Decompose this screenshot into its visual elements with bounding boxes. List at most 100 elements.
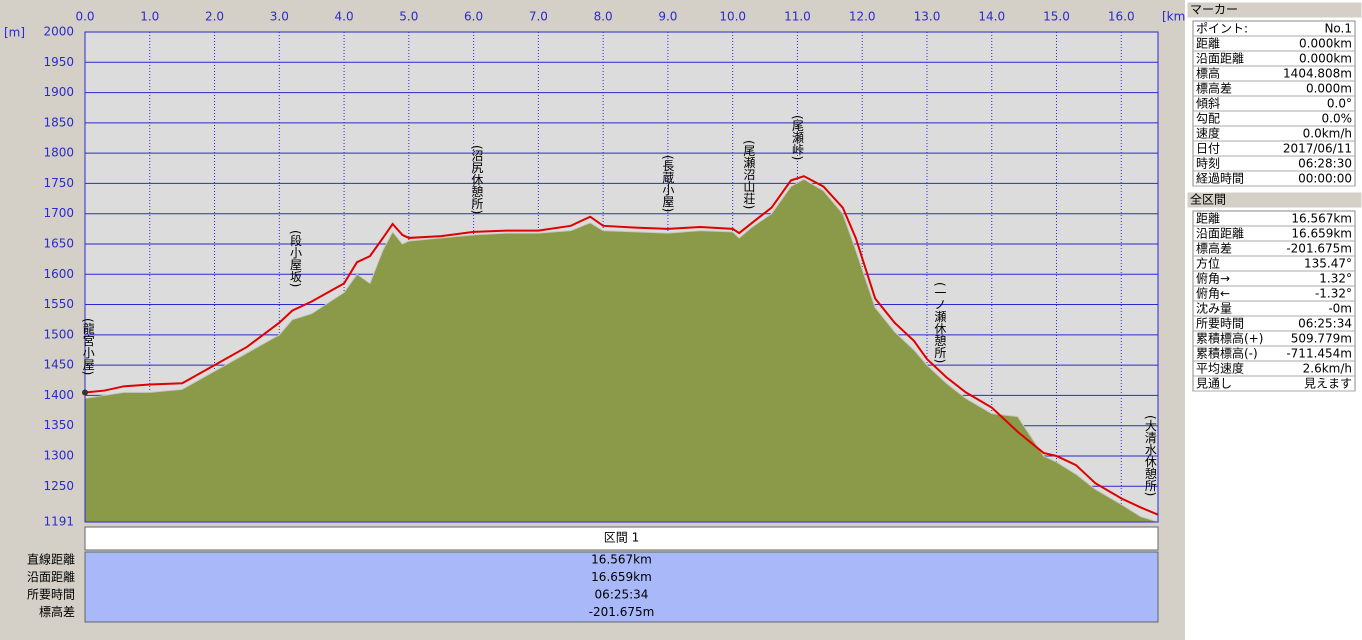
panel-value: 2017/06/11 <box>1283 142 1352 156</box>
terrain-area <box>84 178 1159 523</box>
y-tick-label: 1350 <box>43 418 74 432</box>
panel-label: ポイント: <box>1196 22 1248 36</box>
y-tick-label: 1650 <box>43 236 74 250</box>
x-unit: [km] <box>1162 10 1190 24</box>
panel-label: 標高差 <box>1196 241 1232 256</box>
annotation: (一ノ瀬休憩所) <box>933 282 947 363</box>
y-unit: [m] <box>4 26 25 40</box>
x-tick-label: 16.0 <box>1108 10 1135 24</box>
x-tick-label: 10.0 <box>719 10 746 24</box>
x-tick-label: 0.0 <box>75 10 94 24</box>
annotation: (尾瀬峠) <box>790 115 804 160</box>
y-tick-label: 1300 <box>43 448 74 462</box>
route-line <box>84 175 1159 516</box>
x-tick-label: 8.0 <box>594 10 613 24</box>
panel-value: -711.454m <box>1286 347 1352 361</box>
panel-value: -201.675m <box>1286 242 1352 256</box>
x-tick-label: 13.0 <box>914 10 941 24</box>
panel-title: マーカー <box>1190 3 1238 17</box>
x-tick-label: 1.0 <box>140 10 159 24</box>
panel-value: 0.0km/h <box>1303 127 1352 141</box>
panel-value: 0.0% <box>1322 112 1353 126</box>
panel-label: 距離 <box>1196 212 1220 226</box>
section-value: 16.659km <box>591 570 652 584</box>
y-tick-label: 1950 <box>43 55 74 69</box>
panel-value: 2.6km/h <box>1303 362 1352 376</box>
panel-label: 勾配 <box>1196 112 1220 126</box>
section-label: 標高差 <box>39 604 75 619</box>
panel-value: 509.779m <box>1291 332 1352 346</box>
panel-label: 標高差 <box>1196 81 1232 96</box>
section-label: 沿面距離 <box>27 570 75 584</box>
panel-value: No.1 <box>1324 22 1352 36</box>
panel-value: 0.000m <box>1306 82 1352 96</box>
panel-label: 標高 <box>1196 66 1220 81</box>
panel-value: 1404.808m <box>1283 67 1352 81</box>
section-value: 06:25:34 <box>595 588 649 602</box>
panel-label: 方位 <box>1196 256 1220 271</box>
panel-label: 累積標高(-) <box>1196 346 1258 361</box>
panel-value: 0.000km <box>1299 37 1352 51</box>
y-tick-label: 1450 <box>43 358 74 372</box>
y-tick-label: 1700 <box>43 206 74 220</box>
y-tick-label: 1850 <box>43 115 74 129</box>
panel-label: 沈み量 <box>1196 301 1232 316</box>
panel-label: 所要時間 <box>1196 317 1244 331</box>
panel-title-bar <box>1186 191 1362 209</box>
plot-frame <box>84 31 1159 523</box>
y-tick-label: 1550 <box>43 297 74 311</box>
section-value: -201.675m <box>589 605 655 619</box>
section-label: 所要時間 <box>27 588 75 602</box>
y-tick-label: 1250 <box>43 479 74 493</box>
panel-label: 速度 <box>1196 126 1220 141</box>
x-tick-label: 9.0 <box>658 10 677 24</box>
panel-value: 135.47° <box>1304 257 1352 271</box>
panel-value: 1.32° <box>1319 272 1352 286</box>
panel-label: 沿面距離 <box>1196 52 1244 66</box>
section-header-box <box>84 526 1159 551</box>
section-body <box>84 551 1159 623</box>
x-tick-label: 7.0 <box>529 10 548 24</box>
panel-label: 俯角→ <box>1196 271 1230 286</box>
annotation: (龍宮小屋) <box>81 318 95 375</box>
panel-value: 16.567km <box>1291 212 1352 226</box>
y-tick-label: 1750 <box>43 176 74 190</box>
panel-label: 沿面距離 <box>1196 227 1244 241</box>
panel-label: 平均速度 <box>1196 361 1244 376</box>
section-label: 直線距離 <box>27 552 75 567</box>
panel-label: 時刻 <box>1196 157 1220 171</box>
panel-value: -0m <box>1328 302 1352 316</box>
x-tick-label: 15.0 <box>1043 10 1070 24</box>
panel-value: 16.659km <box>1291 227 1352 241</box>
x-tick-label: 11.0 <box>784 10 811 24</box>
y-tick-label: 2000 <box>43 25 74 39</box>
panel-title-bar <box>1186 1 1362 19</box>
panel-label: 累積標高(+) <box>1196 331 1263 346</box>
panel-value: 見えます <box>1304 377 1352 391</box>
panel-value: 06:28:30 <box>1298 157 1352 171</box>
annotation: (段小屋坂) <box>288 230 302 287</box>
y-tick-label: 1800 <box>43 146 74 160</box>
panel-value: 00:00:00 <box>1298 172 1352 186</box>
x-tick-label: 6.0 <box>464 10 483 24</box>
section-header: 区間 1 <box>604 531 639 545</box>
x-tick-label: 4.0 <box>335 10 354 24</box>
x-tick-label: 12.0 <box>849 10 876 24</box>
y-tick-label: 1500 <box>43 327 74 341</box>
panel-value: 06:25:34 <box>1298 317 1352 331</box>
panel-label: 経過時間 <box>1196 172 1244 186</box>
panel-label: 距離 <box>1196 37 1220 51</box>
panel-body <box>1192 20 1356 187</box>
annotation: (大清水休憩所) <box>1143 415 1157 496</box>
x-tick-label: 5.0 <box>399 10 418 24</box>
annotation: (長蔵小屋) <box>661 155 675 212</box>
section-value: 16.567km <box>591 553 652 567</box>
panel-label: 傾斜 <box>1196 97 1220 111</box>
x-tick-label: 3.0 <box>270 10 289 24</box>
x-tick-label: 14.0 <box>978 10 1005 24</box>
marker-point <box>82 389 88 396</box>
y-tick-label: 1900 <box>43 85 74 99</box>
x-tick-label: 2.0 <box>205 10 224 24</box>
panel-value: 0.0° <box>1327 97 1352 111</box>
